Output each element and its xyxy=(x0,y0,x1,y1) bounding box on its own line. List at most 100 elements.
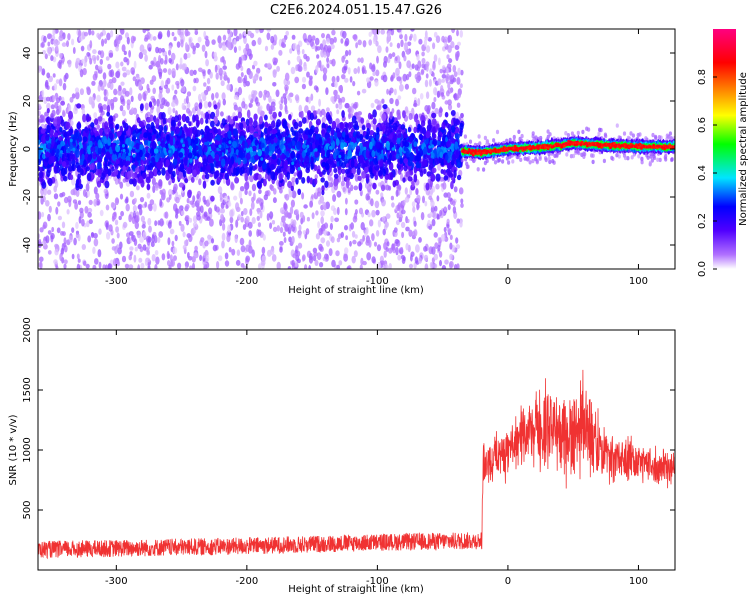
spectrogram-noise-point xyxy=(340,180,345,187)
spectrogram-noise-point xyxy=(209,71,213,79)
spectrogram-noise-point xyxy=(286,80,291,86)
spectrogram-noise-point xyxy=(174,234,178,242)
spectrogram-noise-point xyxy=(396,115,401,120)
spectrogram-noise-point xyxy=(146,192,151,199)
spectrogram-core-point xyxy=(290,150,296,159)
spectrogram-marks xyxy=(38,29,675,269)
spectrogram-noise-point xyxy=(399,33,403,40)
spectrogram-core-point xyxy=(192,126,198,135)
spectrogram-noise-point xyxy=(114,245,118,255)
spectrogram-noise-point xyxy=(146,31,151,40)
spectrogram-noise-point xyxy=(71,253,75,260)
spectrogram-noise-point xyxy=(107,82,111,89)
spectrogram-noise-point xyxy=(390,195,394,201)
spectrogram-noise-point xyxy=(439,176,444,182)
spectrogram-noise-point xyxy=(318,243,323,251)
spectrogram-noise-point xyxy=(205,254,210,263)
spectrogram-noise-point xyxy=(54,243,59,249)
spectrogram-noise-point xyxy=(225,204,229,210)
spectrogram-noise-point xyxy=(253,60,258,67)
spectrogram-noise-point xyxy=(281,215,286,223)
spectrogram-noise-point xyxy=(145,29,150,32)
spectrogram-noise-point xyxy=(396,212,400,219)
spectrogram-noise-point xyxy=(460,198,464,204)
spectrogram-noise-point xyxy=(215,92,219,99)
spectrogram-noise-point xyxy=(120,95,125,103)
spectrogram-noise-point xyxy=(197,36,202,43)
spectrogram-noise-point xyxy=(95,192,100,200)
spectrogram-noise-point xyxy=(320,210,325,217)
spectrogram-noise-point xyxy=(154,235,158,244)
spectrogram-noise-point xyxy=(383,263,389,269)
spectrogram-noise-point xyxy=(52,73,56,78)
spectrogram-noise-point xyxy=(294,76,300,84)
spectrogram-noise-point xyxy=(46,72,51,79)
spectrogram-noise-point xyxy=(325,107,330,113)
spectrogram-noise-point xyxy=(443,226,447,233)
spectrogram-noise-point xyxy=(192,222,198,227)
spectrogram-core-point xyxy=(264,173,269,180)
spectrogram-noise-point xyxy=(59,252,63,262)
spectrogram-noise-point xyxy=(353,185,359,191)
spectrogram-noise-point xyxy=(244,189,248,196)
spectrogram-noise-point xyxy=(322,201,327,209)
spectrogram-core-point xyxy=(285,128,290,136)
spectrogram-core-point xyxy=(65,121,71,130)
spectrogram-noise-point xyxy=(50,104,55,110)
spectrogram-noise-point xyxy=(148,64,153,70)
spectrogram-noise-point xyxy=(316,46,321,51)
spectrogram-noise-point xyxy=(138,257,143,263)
spectrogram-noise-point xyxy=(437,163,441,171)
spectrogram-noise-point xyxy=(321,238,325,244)
spectrogram-noise-point xyxy=(199,205,204,213)
spectrogram-noise-point xyxy=(133,60,137,69)
spectrogram-core-point xyxy=(450,181,454,190)
spectrogram-noise-point xyxy=(266,29,272,32)
spectrogram-noise-point xyxy=(433,96,437,103)
spectrogram-noise-point xyxy=(322,67,328,75)
spectrogram-core-point xyxy=(278,173,283,181)
spectrogram-core-point xyxy=(244,172,248,182)
spectrogram-noise-point xyxy=(420,69,425,76)
spectrogram-noise-point xyxy=(336,237,341,243)
spectrogram-noise-point xyxy=(261,246,266,255)
spectrogram-noise-point xyxy=(399,84,404,92)
spectrogram-noise-point xyxy=(143,37,149,42)
spectrogram-noise-point xyxy=(297,242,303,249)
spectrogram-noise-point xyxy=(200,237,205,243)
spectrogram-noise-point xyxy=(243,74,248,84)
spectrogram-noise-point xyxy=(98,228,102,235)
spectrogram-noise-point xyxy=(276,225,280,232)
spectrogram-noise-point xyxy=(171,240,175,247)
spectrogram-noise-point xyxy=(43,188,47,196)
spectrogram-noise-point xyxy=(71,38,75,46)
spectrogram-noise-point xyxy=(151,234,155,243)
spectrogram-noise-point xyxy=(177,262,182,269)
spectrogram-noise-point xyxy=(125,196,129,203)
spectrogram-noise-point xyxy=(258,189,262,195)
spectrogram-core-point xyxy=(445,122,450,129)
spectrogram-noise-point xyxy=(240,263,245,268)
spectrogram-core-point xyxy=(276,165,282,174)
spectrogram-noise-point xyxy=(128,264,134,269)
spectrogram-core-point xyxy=(210,142,216,152)
spectrogram-noise-point xyxy=(459,83,463,89)
spectrogram-noise-point xyxy=(211,39,216,45)
spectrogram-noise-point xyxy=(460,69,464,76)
spectrogram-noise-point xyxy=(439,209,443,217)
spectrogram-noise-point xyxy=(62,109,66,116)
spectrogram-noise-point xyxy=(53,259,58,265)
spectrogram-noise-point xyxy=(118,215,122,221)
spectrogram-noise-point xyxy=(58,62,62,70)
spectrogram-noise-point xyxy=(338,260,343,266)
spectrogram-noise-point xyxy=(52,29,56,36)
spectrogram-noise-point xyxy=(271,254,277,262)
spectrogram-noise-point xyxy=(151,177,156,186)
spectrogram-core-point xyxy=(46,116,51,125)
spectrogram-noise-point xyxy=(157,31,163,39)
spectrogram-noise-point xyxy=(233,46,237,53)
spectrogram-noise-point xyxy=(203,30,207,38)
spectrogram-noise-point xyxy=(259,105,263,111)
spectrogram-noise-point xyxy=(137,243,142,249)
spectrogram-noise-point xyxy=(285,109,289,115)
